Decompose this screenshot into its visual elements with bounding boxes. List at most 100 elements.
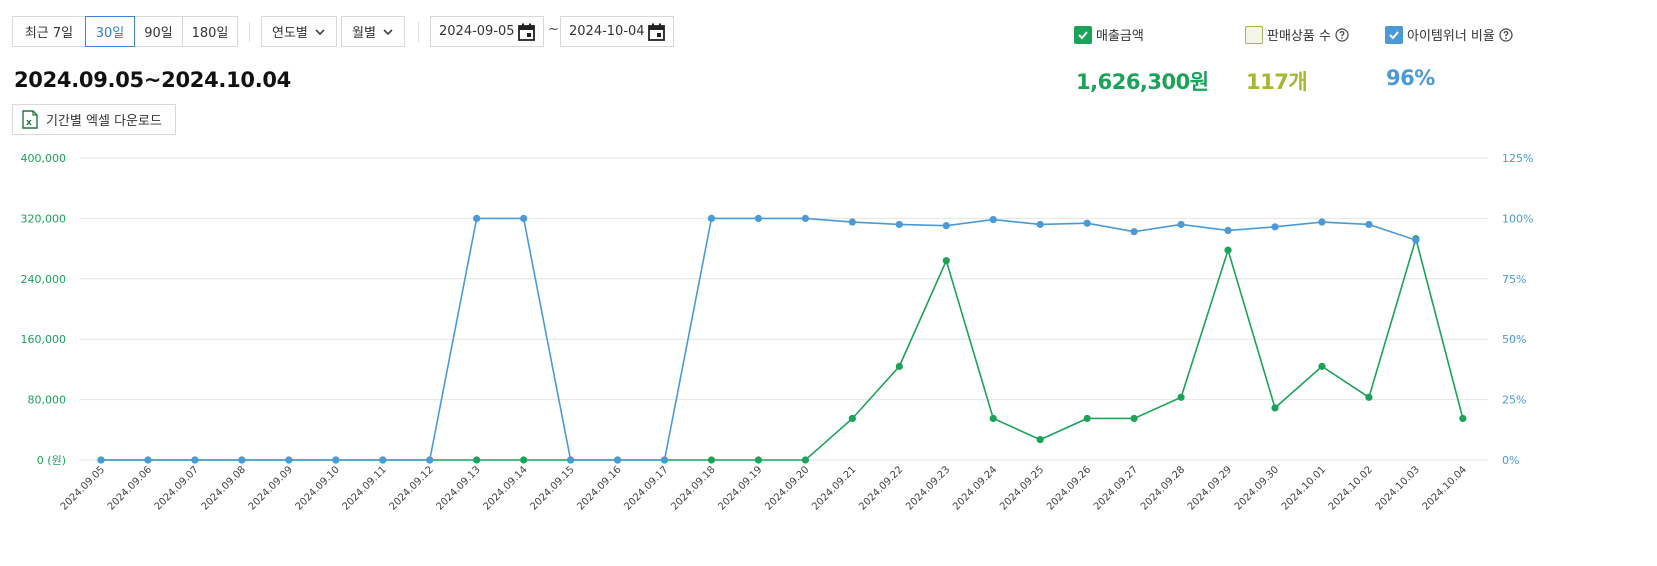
x-tick-label: 2024.09.21 xyxy=(810,464,858,512)
winner-ratio-point xyxy=(238,456,246,464)
x-tick-label: 2024.09.05 xyxy=(59,464,107,512)
x-tick-label: 2024.09.22 xyxy=(857,464,905,512)
excel-download-label: 기간별 엑셀 다운로드 xyxy=(46,114,162,129)
winner-ratio-point xyxy=(426,456,434,464)
y-left-tick-label: 80,000 xyxy=(28,394,67,407)
winner-ratio-point xyxy=(520,214,528,222)
winner-ratio-point xyxy=(895,220,903,229)
x-tick-label: 2024.09.07 xyxy=(153,464,201,512)
winner-ratio-point xyxy=(1177,220,1185,229)
x-tick-label: 2024.09.17 xyxy=(622,464,670,512)
chevron-down-icon xyxy=(383,29,393,36)
legend-winner-toggle[interactable]: 아이템위너 비율 xyxy=(1385,25,1513,44)
sales-total-value: 1,626,300원 xyxy=(1076,70,1209,94)
range-7days-button[interactable]: 최근 7일 xyxy=(12,16,86,47)
year-select[interactable]: 연도별 xyxy=(261,16,337,47)
x-tick-label: 2024.10.01 xyxy=(1280,464,1328,512)
sales-point xyxy=(1318,362,1326,370)
range-30days-button[interactable]: 30일 xyxy=(85,16,135,47)
winner-ratio-point xyxy=(285,456,293,464)
checkbox-checked-icon[interactable] xyxy=(1385,25,1403,44)
winner-ratio-point xyxy=(1271,223,1279,231)
winner-ratio-point xyxy=(707,214,716,222)
y-right-tick-label: 75% xyxy=(1502,273,1526,286)
calendar-icon[interactable] xyxy=(518,23,535,41)
start-date-value: 2024-09-05 xyxy=(439,24,515,39)
calendar-icon[interactable] xyxy=(648,23,665,41)
x-tick-label: 2024.09.09 xyxy=(247,464,295,512)
y-right-tick-label: 125% xyxy=(1502,152,1533,165)
excel-file-icon: x xyxy=(22,110,38,129)
legend-products-label: 판매상품 수 xyxy=(1267,29,1331,44)
winner-ratio-point xyxy=(332,456,340,464)
end-date-input[interactable]: 2024-10-04 xyxy=(560,16,674,47)
sales-point xyxy=(989,414,997,423)
winner-ratio-point xyxy=(144,456,152,464)
legend-sales-toggle[interactable]: 매출금액 xyxy=(1074,25,1144,44)
x-tick-label: 2024.09.06 xyxy=(106,464,154,512)
winner-ratio-point xyxy=(1412,236,1420,244)
winner-ratio-point xyxy=(660,456,669,464)
x-tick-label: 2024.09.13 xyxy=(435,464,483,512)
excel-download-button[interactable]: x 기간별 엑셀 다운로드 xyxy=(12,104,176,135)
legend-products-toggle[interactable]: 판매상품 수 xyxy=(1245,25,1349,44)
x-tick-label: 2024.09.12 xyxy=(388,464,436,512)
x-tick-label: 2024.09.28 xyxy=(1139,464,1187,512)
y-right-tick-label: 25% xyxy=(1502,394,1526,407)
sales-point xyxy=(942,257,950,265)
y-right-tick-label: 0% xyxy=(1502,454,1519,467)
y-right-tick-label: 50% xyxy=(1502,333,1526,346)
winner-ratio-point xyxy=(567,456,575,464)
sales-point xyxy=(473,456,481,464)
legend-winner-label: 아이템위너 비율 xyxy=(1407,29,1495,44)
winner-ratio-point xyxy=(1083,219,1091,227)
x-tick-label: 2024.09.20 xyxy=(763,464,811,512)
x-tick-label: 2024.09.14 xyxy=(481,464,529,512)
y-left-tick-label: 0 (원) xyxy=(37,454,66,467)
help-icon[interactable] xyxy=(1335,27,1349,42)
x-tick-label: 2024.09.24 xyxy=(951,464,999,512)
x-tick-label: 2024.09.29 xyxy=(1186,464,1234,512)
winner-ratio-point xyxy=(1365,220,1373,229)
x-tick-label: 2024.09.27 xyxy=(1092,464,1140,512)
sales-point xyxy=(754,456,763,464)
x-tick-label: 2024.09.23 xyxy=(904,464,952,512)
period-title: 2024.09.05~2024.10.04 xyxy=(14,68,291,92)
help-icon[interactable] xyxy=(1499,27,1513,42)
sales-point xyxy=(707,456,716,464)
divider xyxy=(418,22,419,42)
year-select-label: 연도별 xyxy=(272,26,308,41)
sales-point xyxy=(1459,414,1467,423)
x-tick-label: 2024.09.26 xyxy=(1045,464,1093,512)
month-select[interactable]: 월별 xyxy=(341,16,405,47)
legend-sales-label: 매출금액 xyxy=(1096,29,1144,44)
checkbox-checked-icon[interactable] xyxy=(1074,25,1092,44)
start-date-input[interactable]: 2024-09-05 xyxy=(430,16,544,47)
winner-ratio-point xyxy=(379,456,387,464)
x-tick-label: 2024.09.10 xyxy=(294,464,342,512)
range-180days-button[interactable]: 180일 xyxy=(182,16,238,47)
products-count-value: 117개 xyxy=(1246,70,1308,94)
x-tick-label: 2024.10.02 xyxy=(1327,464,1375,512)
x-tick-label: 2024.10.04 xyxy=(1421,464,1469,512)
winner-ratio-point xyxy=(191,456,199,464)
month-select-label: 월별 xyxy=(352,26,376,41)
x-tick-label: 2024.09.11 xyxy=(341,464,389,512)
x-tick-label: 2024.09.19 xyxy=(716,464,764,512)
sales-point xyxy=(1271,404,1279,412)
sales-point xyxy=(1224,246,1232,254)
sales-point xyxy=(848,414,856,423)
winner-ratio-point xyxy=(613,456,622,464)
winner-ratio-point xyxy=(97,456,105,464)
winner-ratio-point xyxy=(1224,226,1232,235)
y-left-tick-label: 320,000 xyxy=(21,212,67,225)
sales-point xyxy=(1130,414,1138,423)
x-tick-label: 2024.09.25 xyxy=(998,464,1046,512)
sales-point xyxy=(1036,436,1044,444)
series-line-sales xyxy=(101,235,1464,461)
svg-text:x: x xyxy=(26,118,32,128)
checkbox-unchecked-icon[interactable] xyxy=(1245,25,1263,44)
range-90days-button[interactable]: 90일 xyxy=(134,16,183,47)
winner-ratio-point xyxy=(848,218,856,226)
